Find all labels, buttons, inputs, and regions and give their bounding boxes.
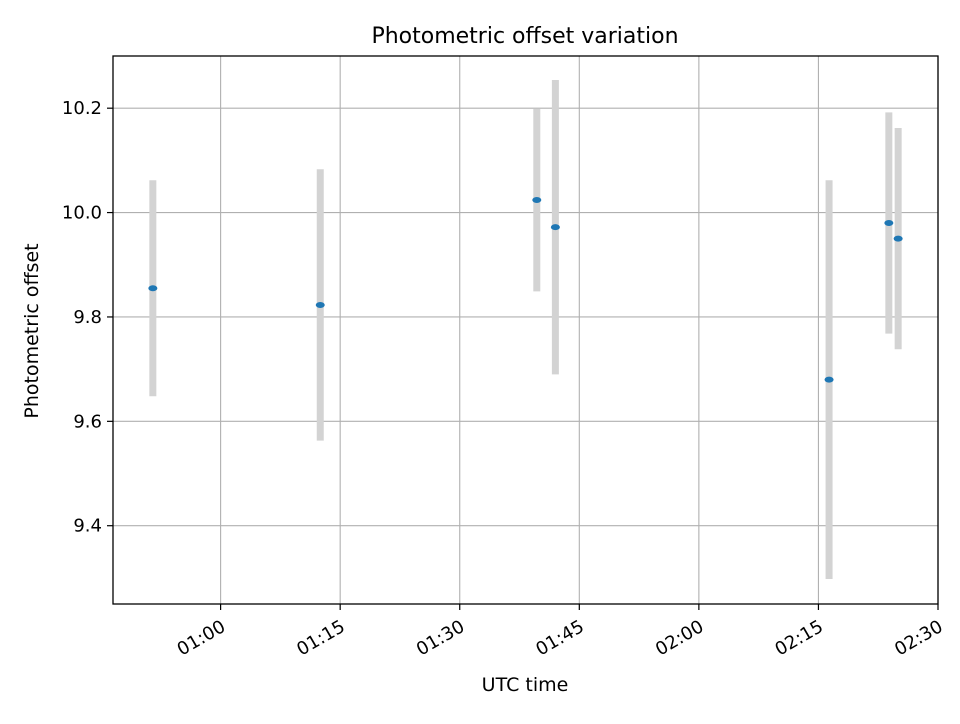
x-tick-label: 02:15	[772, 616, 827, 660]
data-point	[824, 376, 834, 383]
ticks: 01:00 01:15 01:30 01:45 02:00 02:15 02:30 9.4 9.…	[62, 98, 947, 660]
x-tick-label: 01:15	[293, 616, 348, 660]
y-tick-label: 10.2	[62, 98, 102, 119]
data-point	[315, 301, 325, 308]
x-tick-label: 01:30	[413, 616, 468, 660]
y-tick-label: 10.0	[62, 203, 102, 224]
y-tick-label: 9.8	[73, 307, 102, 328]
data-point	[550, 224, 560, 231]
x-tick-label: 02:30	[891, 616, 946, 660]
data-points	[148, 197, 903, 383]
grid	[113, 56, 939, 604]
data-point	[148, 285, 158, 292]
x-tick-label: 01:45	[532, 616, 587, 660]
data-point	[893, 235, 903, 242]
y-tick-label: 9.4	[73, 516, 102, 537]
x-axis-label: UTC time	[482, 674, 569, 696]
error-bars	[149, 80, 902, 579]
y-axis-label: Photometric offset	[21, 243, 43, 418]
chart-title: Photometric offset variation	[371, 24, 678, 49]
plot-frame	[112, 55, 939, 605]
data-point	[532, 197, 542, 204]
x-tick-label: 02:00	[652, 616, 707, 660]
data-point	[884, 220, 894, 227]
y-tick-label: 9.6	[73, 411, 102, 432]
x-tick-label: 01:00	[174, 616, 229, 660]
